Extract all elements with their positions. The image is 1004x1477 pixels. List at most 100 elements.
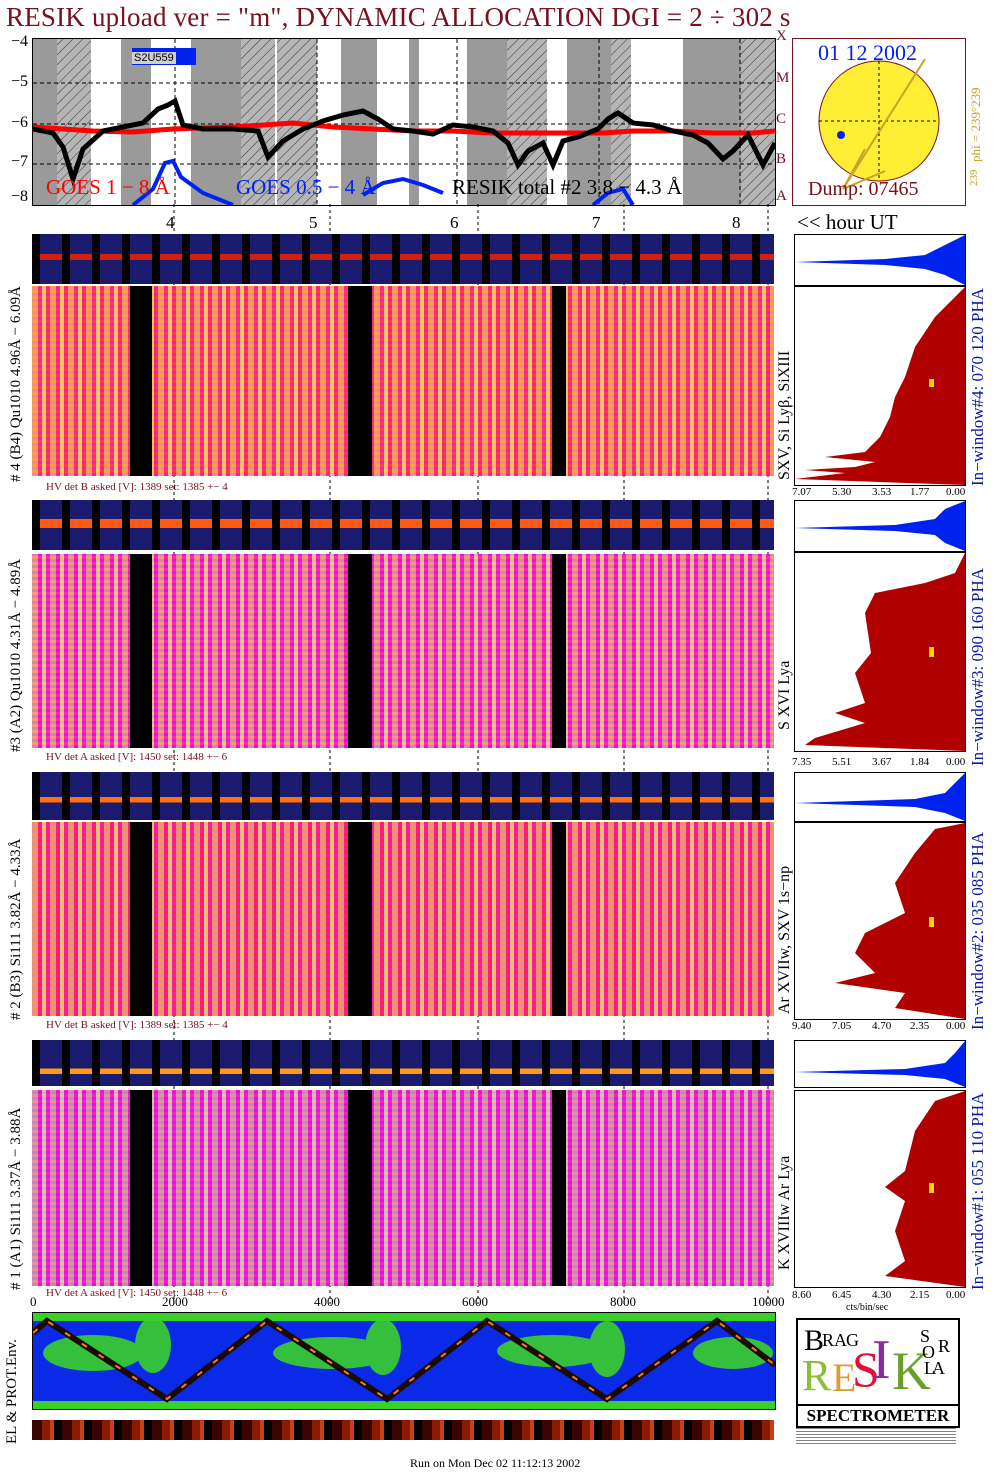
flare-class-x: X — [776, 28, 787, 44]
detector-1-hv: HV det A asked [V]: 1450 set: 1448 +− 6 — [46, 1287, 228, 1299]
x-tick: 0 — [30, 1294, 37, 1309]
legend-resik: RESIK total #2 3.8 − 4.3 Å — [452, 175, 683, 199]
env-label: EL & PROT.Env. — [4, 1339, 20, 1444]
detector-2-pha-tick: 9.40 — [792, 1020, 812, 1032]
detector-3-line-label: S XVI Lya — [776, 660, 793, 730]
sun-disk-svg — [818, 58, 940, 190]
detector-2-window-label: In−window#2: 035 085 PHA — [968, 831, 987, 1030]
detector-1-pha-tick: 8.60 — [792, 1289, 812, 1301]
light-curve-plot — [32, 38, 776, 206]
detector-4-pha-tick: 5.30 — [832, 486, 852, 498]
y-tick: −5 — [10, 73, 28, 90]
detector-2-pha-hist — [794, 822, 966, 1020]
detector-2-strip — [32, 772, 774, 820]
hour-tick: 8 — [732, 213, 741, 232]
marker-label: S2U559 — [132, 48, 196, 65]
detector-4-spectrogram — [32, 286, 774, 476]
detector-1-pha-hist-top — [794, 1040, 966, 1088]
x-tick: 8000 — [610, 1294, 636, 1309]
logo-letter: I — [872, 1329, 891, 1391]
flare-class-c: C — [776, 111, 787, 127]
x-tick: 2000 — [162, 1294, 188, 1309]
y-tick: −6 — [10, 114, 28, 131]
detector-3-pha-hist — [794, 552, 966, 752]
logo-letter: R — [822, 1330, 835, 1350]
detector-3-pha-tick: 0.00 — [946, 756, 966, 768]
logo-letter: A — [834, 1330, 847, 1350]
detector-2-pha-tick: 7.05 — [832, 1020, 852, 1032]
legend-goes-long: GOES 1 − 8 Å — [46, 175, 170, 199]
detector-4-pha-tick: 3.53 — [872, 486, 892, 498]
dump-label: Dump: 07465 — [808, 178, 919, 200]
detector-1-label: # 1 (A1) Si111 3.37Å − 3.88Å — [8, 1107, 24, 1290]
hour-tick: 4 — [166, 213, 175, 232]
logo-letter: B — [804, 1324, 825, 1357]
detector-3-pha-tick: 3.67 — [872, 756, 892, 768]
detector-4-label: # 4 (B4) Qu1010 4.96Å − 6.09Å — [8, 286, 24, 482]
detector-1-pha-tick: 6.45 — [832, 1289, 852, 1301]
logo-letter: R — [938, 1336, 951, 1356]
detector-4-line-label: SXV, Si Lyβ, SiXIII — [776, 350, 793, 480]
detector-1-line-label: K XVIIIw Ar Lya — [776, 1155, 793, 1270]
pha-unit-label: cts/bin/sec — [846, 1302, 889, 1313]
y-tick: −4 — [10, 33, 28, 50]
logo-letter: A — [932, 1358, 945, 1378]
hour-tick: 7 — [592, 213, 601, 232]
hour-axis-label: << hour UT — [797, 210, 898, 234]
logo-small-print — [796, 1428, 956, 1446]
detector-3-hv: HV det A asked [V]: 1450 set: 1448 +− 6 — [46, 751, 228, 763]
logo-letter: R — [802, 1351, 832, 1400]
logo-letter: G — [846, 1330, 859, 1350]
phi-label: phi = 239°239 — [968, 87, 983, 162]
detector-3-pha-tick: 1.84 — [910, 756, 930, 768]
run-footer: Run on Mon Dec 02 11:12:13 2002 — [410, 1456, 581, 1470]
detector-4-pha-tick: 7.07 — [792, 486, 812, 498]
detector-4-pha-hist-top — [794, 234, 966, 286]
sun-panel — [792, 38, 966, 206]
logo-letter: L — [924, 1358, 935, 1378]
detector-4-hv: HV det B asked [V]: 1389 set: 1385 +− 4 — [46, 481, 228, 493]
logo-letter: O — [922, 1342, 935, 1362]
detector-3-pha-tick: 7.35 — [792, 756, 812, 768]
detector-1-pha-tick: 0.00 — [946, 1289, 966, 1301]
detector-1-pha-tick: 2.15 — [910, 1289, 930, 1301]
hour-tick: 5 — [309, 213, 318, 232]
logo-letter: S — [852, 1341, 880, 1397]
x-tick: 6000 — [462, 1294, 488, 1309]
detector-2-hv: HV det B asked [V]: 1389 set: 1385 +− 4 — [46, 1019, 228, 1031]
detector-2-pha-tick: 0.00 — [946, 1020, 966, 1032]
detector-2-label: # 2 (B3) Si111 3.82Å − 4.33Å — [8, 838, 24, 1020]
page-title: RESIK upload ver = "m", DYNAMIC ALLOCATI… — [6, 2, 791, 32]
detector-1-spectrogram — [32, 1090, 774, 1286]
detector-3-strip — [32, 500, 774, 550]
detector-2-spectrogram — [32, 822, 774, 1016]
detector-4-pha-tick: 0.00 — [946, 486, 966, 498]
x-tick: 10000 — [752, 1294, 785, 1309]
light-curve-svg — [33, 39, 775, 205]
x-tick: 4000 — [314, 1294, 340, 1309]
env-time-strip — [32, 1420, 774, 1440]
detector-2-line-label: Ar XVIIw, SXV 1s−np — [776, 865, 793, 1014]
detector-1-pha-tick: 4.30 — [872, 1289, 892, 1301]
logo-letter: S — [920, 1326, 931, 1346]
detector-1-pha-hist — [794, 1090, 966, 1288]
detector-2-pha-tick: 2.35 — [910, 1020, 930, 1032]
detector-4-pha-tick: 1.77 — [910, 486, 930, 498]
flare-class-b: B — [776, 151, 787, 167]
resik-logo: B R A G R E S I K S O L A R SPECTROMETER — [796, 1318, 960, 1428]
detector-3-pha-tick: 5.51 — [832, 756, 852, 768]
detector-2-pha-hist-top — [794, 772, 966, 822]
logo-letter: K — [892, 1341, 931, 1401]
flare-class-m: M — [776, 70, 790, 86]
y-tick: −8 — [10, 188, 28, 205]
phi-bottom: 239 — [968, 169, 980, 187]
detector-2-pha-tick: 4.70 — [872, 1020, 892, 1032]
detector-4-pha-hist — [794, 286, 966, 486]
detector-3-spectrogram — [32, 554, 774, 748]
detector-3-label: #3 (A2) Qu1010 4.31Å − 4.89Å — [8, 558, 24, 752]
y-tick: −7 — [10, 153, 28, 170]
detector-3-window-label: In−window#3: 090 160 PHA — [968, 567, 987, 766]
detector-4-window-label: In−window#4: 070 120 PHA — [968, 287, 987, 486]
logo-letter: E — [832, 1355, 857, 1400]
detector-1-window-label: In−window#1: 055 110 PHA — [968, 1092, 987, 1290]
